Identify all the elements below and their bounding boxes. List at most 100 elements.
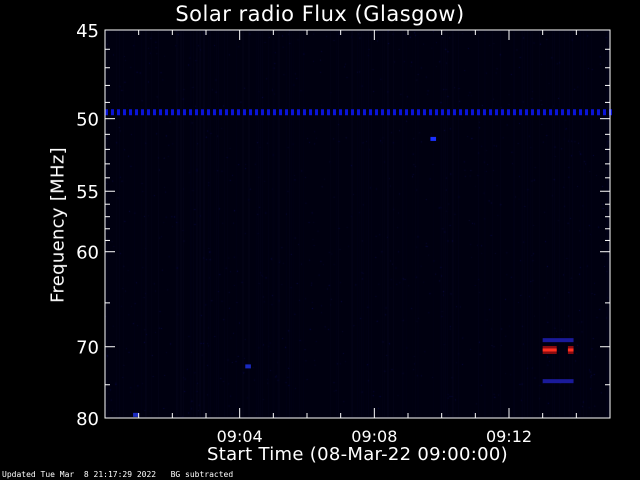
signal-dash [279,109,282,116]
signal-dash [411,109,414,116]
signal-dash [483,109,486,116]
signal-dash [519,109,522,116]
signal-dash [399,109,402,116]
signal-dash [603,109,606,116]
y-tick-label: 80 [76,409,99,430]
signal-dash [297,109,300,116]
x-tick-label: 09:12 [486,427,532,446]
signal-dash [291,109,294,116]
signal-dash [177,109,180,116]
signal-dash [285,109,288,116]
signal-patch-4 [542,379,574,384]
signal-dash [537,109,540,116]
signal-dash [201,109,204,116]
signal-dash [501,109,504,116]
signal-dash [375,109,378,116]
signal-dash [303,109,306,116]
signal-dash [225,109,228,116]
signal-dash [579,109,582,116]
signal-dash [561,109,564,116]
signal-dash [153,109,156,116]
signal-dash [435,109,438,116]
signal-dash [465,109,468,116]
plot-frame [104,29,611,419]
signal-dash [555,109,558,116]
signal-dash [357,109,360,116]
signal-dash [147,109,150,116]
signal-dash [231,109,234,116]
signal-dash [129,109,132,116]
signal-dash [417,109,420,116]
signal-dash [423,109,426,116]
signal-dash [333,109,336,116]
signal-dash [135,109,138,116]
signal-dash [573,109,576,116]
footer-status: Updated Tue Mar 8 21:17:29 2022 BG subtr… [2,470,234,479]
signal-dash [441,109,444,116]
signal-dash [309,109,312,116]
signal-dash [195,109,198,116]
y-tick-label: 70 [76,338,99,359]
signal-dash [315,109,318,116]
signal-dash [363,109,366,116]
signal-dash [495,109,498,116]
signal-dash [165,109,168,116]
signal-dash [429,109,432,116]
signal-dash [243,109,246,116]
signal-dash [105,109,108,116]
y-tick-label: 50 [76,110,99,131]
signal-dash [159,109,162,116]
y-tick-label: 60 [76,243,99,264]
x-tick-label: 09:04 [217,427,263,446]
signal-dash [597,109,600,116]
signal-dash [237,109,240,116]
signal-dash [525,109,528,116]
signal-dash [183,109,186,116]
signal-dash [543,109,546,116]
signal-dash [123,109,126,116]
signal-dash [531,109,534,116]
signal-dash [111,109,114,116]
signal-dash [513,109,516,116]
burst-core-1 [542,348,557,352]
signal-dash [345,109,348,116]
x-axis-label: Start Time (08-Mar-22 09:00:00) [207,444,508,465]
signal-dash [393,109,396,116]
signal-dash [459,109,462,116]
y-tick-label: 55 [76,182,99,203]
signal-dash [351,109,354,116]
signal-dash [471,109,474,116]
signal-patch-5 [430,136,437,141]
signal-dash [591,109,594,116]
signal-dash [267,109,270,116]
signal-dash [255,109,258,116]
signal-dash [117,109,120,116]
chart-title: Solar radio Flux (Glasgow) [175,2,465,26]
signal-dash [405,109,408,116]
signal-dash [189,109,192,116]
signal-patch-7 [245,364,251,369]
signal-dash [207,109,210,116]
signal-dash [249,109,252,116]
signal-dash [321,109,324,116]
signal-dash [489,109,492,116]
signal-dash [261,109,264,116]
signal-patch-6 [133,412,139,417]
signal-dash [339,109,342,116]
signal-dash [567,109,570,116]
signal-dash [447,109,450,116]
signal-patch-3 [542,338,574,343]
signal-dash [171,109,174,116]
y-tick-label: 45 [76,21,99,42]
signal-dash [213,109,216,116]
signal-dash [549,109,552,116]
x-tick-label: 09:08 [351,427,397,446]
signal-dash [369,109,372,116]
signal-dash [273,109,276,116]
signal-dash [585,109,588,116]
signal-dash [477,109,480,116]
signal-dash [327,109,330,116]
signal-dash [141,109,144,116]
signal-dash [387,109,390,116]
